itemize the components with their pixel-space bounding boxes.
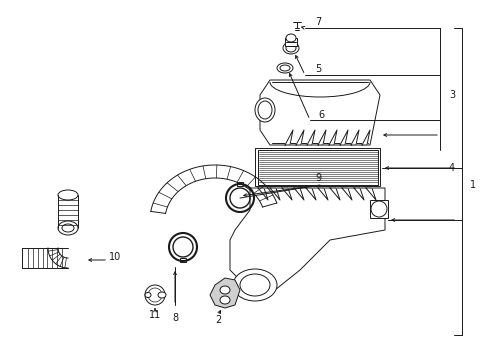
Polygon shape [282, 188, 291, 200]
Bar [180, 258, 185, 262]
Ellipse shape [285, 34, 295, 42]
Polygon shape [329, 188, 339, 200]
Ellipse shape [232, 269, 276, 301]
Polygon shape [260, 80, 379, 145]
Ellipse shape [58, 190, 78, 200]
Text: 5: 5 [314, 64, 321, 74]
Ellipse shape [370, 201, 386, 217]
Polygon shape [353, 188, 363, 200]
Ellipse shape [258, 101, 271, 119]
Polygon shape [295, 130, 304, 145]
Ellipse shape [145, 292, 151, 297]
Polygon shape [339, 130, 347, 145]
Polygon shape [350, 130, 358, 145]
Polygon shape [209, 278, 240, 308]
Ellipse shape [220, 296, 229, 304]
Polygon shape [306, 130, 314, 145]
Polygon shape [258, 188, 267, 200]
Text: 3: 3 [448, 90, 454, 100]
Polygon shape [229, 188, 384, 290]
Bar [369, 200, 387, 218]
Text: 9: 9 [314, 173, 321, 183]
Text: 1: 1 [469, 180, 475, 190]
Polygon shape [341, 188, 351, 200]
Text: 6: 6 [317, 110, 324, 120]
Polygon shape [365, 188, 375, 200]
Ellipse shape [276, 63, 292, 73]
Polygon shape [317, 188, 327, 200]
Text: 7: 7 [314, 17, 321, 27]
Bar [258, 150, 377, 185]
Ellipse shape [254, 98, 274, 122]
Ellipse shape [283, 42, 298, 54]
Polygon shape [317, 130, 325, 145]
Ellipse shape [158, 292, 165, 298]
Ellipse shape [280, 65, 289, 71]
Text: 2: 2 [214, 315, 221, 325]
Text: 11: 11 [148, 310, 161, 320]
Polygon shape [328, 130, 336, 145]
Polygon shape [305, 188, 315, 200]
Ellipse shape [240, 274, 269, 296]
Ellipse shape [62, 224, 74, 232]
Polygon shape [269, 188, 280, 200]
Polygon shape [285, 130, 292, 145]
Bar [254, 148, 379, 186]
Ellipse shape [220, 286, 229, 294]
Polygon shape [293, 188, 304, 200]
Bar [285, 38, 296, 46]
Text: 8: 8 [172, 313, 178, 323]
Polygon shape [361, 130, 369, 145]
Ellipse shape [58, 221, 78, 235]
Ellipse shape [285, 44, 295, 52]
Bar [237, 182, 243, 186]
Text: 4: 4 [448, 163, 454, 173]
Text: 10: 10 [109, 252, 121, 262]
